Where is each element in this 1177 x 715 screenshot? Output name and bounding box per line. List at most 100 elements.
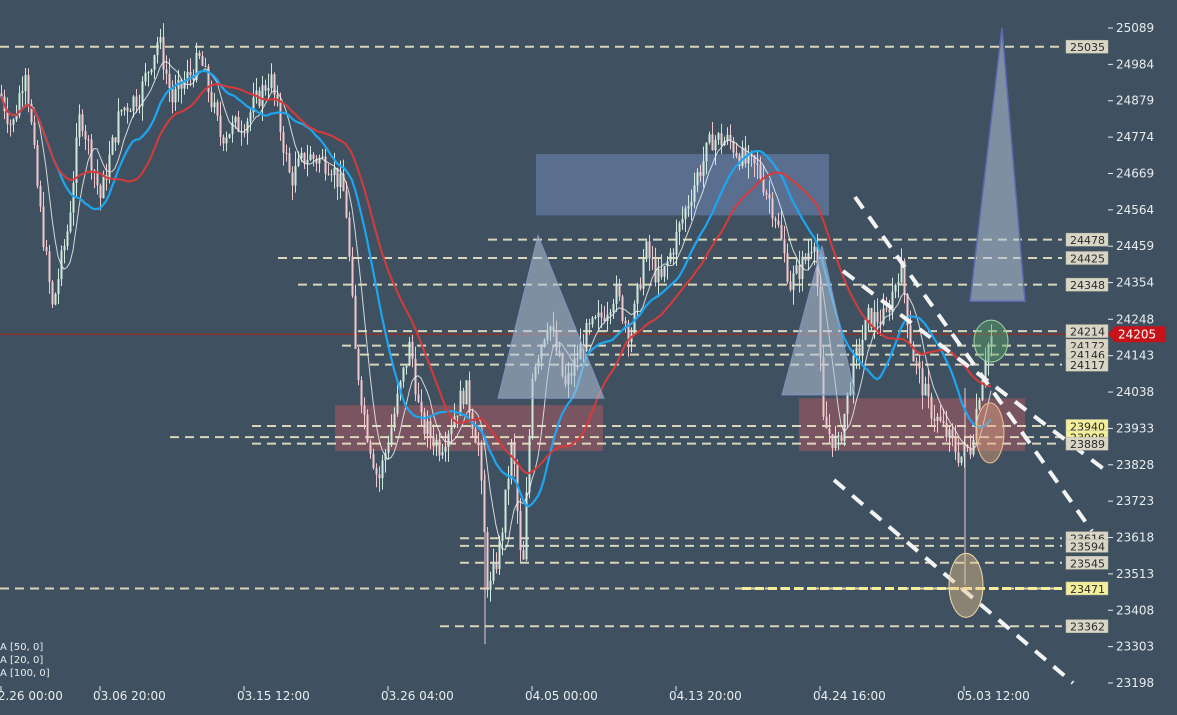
last-price-tag: 24205: [1108, 326, 1166, 343]
candle-body: [687, 206, 690, 209]
candle-body: [462, 390, 465, 405]
candle-body: [228, 134, 231, 138]
candle-body: [867, 308, 870, 320]
candle-body: [315, 158, 318, 164]
candle-body: [825, 416, 828, 429]
y-tick-label: 24143: [1116, 349, 1154, 363]
candle-body: [165, 69, 168, 74]
candle-body: [342, 173, 345, 192]
candle-body: [585, 323, 588, 351]
candle-body: [405, 365, 408, 368]
candle-body: [903, 260, 906, 295]
candle-body: [39, 186, 42, 207]
y-tick-label: 23618: [1116, 531, 1154, 545]
level-price-tag-bg: [1065, 619, 1109, 633]
candle-body: [276, 94, 279, 102]
candle-body: [990, 336, 993, 346]
channel-upper-line: [853, 195, 1094, 533]
candle-body: [702, 161, 705, 176]
candle-body: [27, 74, 30, 104]
candle-body: [855, 347, 858, 356]
candle-body: [273, 74, 276, 95]
candle-body: [30, 103, 33, 123]
candle-body: [906, 294, 909, 326]
candle-body: [120, 110, 123, 112]
candle-body: [246, 121, 249, 134]
candle-body: [681, 218, 684, 224]
candle-body: [762, 178, 765, 193]
level-price-tag-text: 24348: [1070, 279, 1105, 292]
candle-body: [600, 312, 603, 318]
candle-body: [960, 456, 963, 463]
level-price-tag: 23362: [1065, 619, 1109, 634]
x-tick-label: 03.15 12:00: [237, 689, 310, 703]
candle-body: [885, 308, 888, 310]
level-price-tag-bg: [1065, 556, 1109, 570]
candle-body: [672, 252, 675, 255]
y-tick-label: 23303: [1116, 640, 1154, 654]
candle-body: [327, 173, 330, 175]
candle-body: [222, 137, 225, 144]
legend-entry: A [100, 0]: [0, 668, 50, 679]
candle-body: [144, 72, 147, 82]
candle-body: [756, 163, 759, 165]
candle-body: [36, 145, 39, 187]
level-price-tag: 24425: [1065, 251, 1109, 265]
candle-body: [780, 224, 783, 239]
candle-body: [987, 345, 990, 361]
candle-body: [513, 442, 516, 464]
candle-body: [255, 90, 258, 98]
level-price-tag-text: 24117: [1070, 359, 1105, 372]
candle-body: [726, 134, 729, 142]
candle-body: [456, 415, 459, 417]
candle-body: [888, 309, 891, 313]
candle-body: [231, 122, 234, 135]
candle-body: [24, 74, 27, 92]
candle-body: [528, 435, 531, 493]
candle-body: [642, 258, 645, 289]
candle-body: [339, 173, 342, 187]
last-price-tag-text: 24205: [1118, 328, 1156, 342]
candle-body: [984, 360, 987, 380]
candle-body: [324, 156, 327, 174]
x-tick-label: 04.13 20:00: [669, 689, 742, 703]
candle-body: [153, 55, 156, 70]
candle-body: [408, 341, 411, 366]
y-tick-label: 23198: [1116, 676, 1154, 690]
candle-body: [444, 447, 447, 452]
candle-body: [336, 167, 339, 187]
candle-body: [663, 266, 666, 277]
candle-body: [945, 423, 948, 438]
candle-body: [957, 452, 960, 463]
candle-body: [492, 562, 495, 581]
candle-body: [345, 191, 348, 218]
candle-body: [399, 381, 402, 394]
legend-entry: A [20, 0]: [0, 655, 43, 666]
candle-body: [387, 445, 390, 453]
candle-body: [300, 152, 303, 159]
candle-body: [795, 265, 798, 274]
level-price-tag-text: 23594: [1070, 540, 1105, 553]
candle-body: [771, 198, 774, 219]
candle-body: [195, 52, 198, 81]
candle-body: [732, 140, 735, 153]
candle-body: [132, 96, 135, 111]
candle-body: [747, 152, 750, 164]
candle-body: [423, 412, 426, 434]
candle-body: [759, 164, 762, 179]
candle-body: [711, 134, 714, 151]
candle-body: [798, 265, 801, 280]
candle-body: [210, 92, 213, 108]
candle-body: [633, 303, 636, 334]
candle-body: [861, 339, 864, 354]
candle-body: [936, 416, 939, 421]
y-tick-label: 24038: [1116, 385, 1154, 399]
candle-body: [48, 251, 51, 282]
y-tick-label: 24354: [1116, 276, 1154, 290]
level-price-tag-text: 24425: [1070, 252, 1105, 265]
candle-body: [6, 111, 9, 124]
channel-lower-line: [832, 478, 1075, 685]
candle-body: [789, 281, 792, 290]
candle-body: [450, 427, 453, 435]
candle-body: [234, 117, 237, 123]
